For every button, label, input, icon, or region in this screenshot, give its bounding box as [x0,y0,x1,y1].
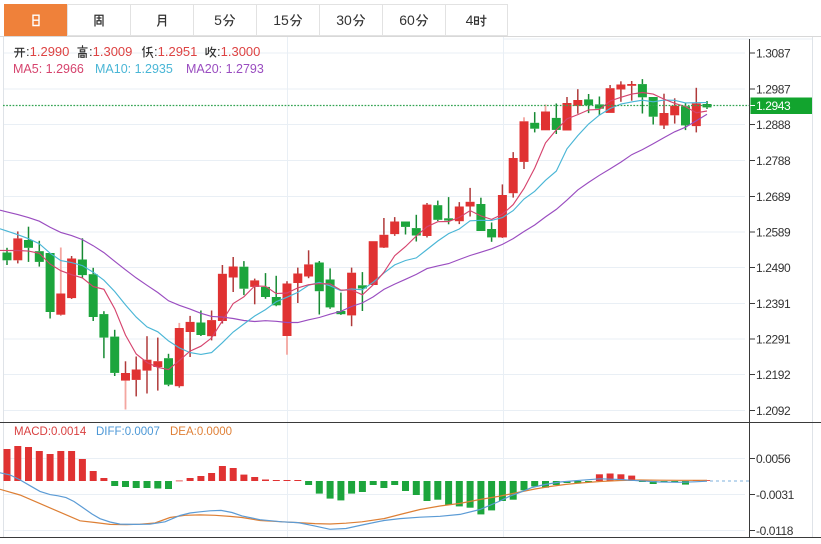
svg-text:-0.0031: -0.0031 [756,488,795,502]
svg-text:1.2788: 1.2788 [756,154,791,168]
svg-text:1.2987: 1.2987 [756,83,791,97]
svg-text:1.2192: 1.2192 [756,368,791,382]
svg-text:0.0056: 0.0056 [756,452,791,466]
svg-text:1.2888: 1.2888 [756,118,791,132]
svg-text:-0.0118: -0.0118 [756,524,794,538]
svg-text:1.2391: 1.2391 [756,297,791,311]
svg-text:1.2689: 1.2689 [756,190,791,204]
svg-text:1.3087: 1.3087 [756,47,791,61]
svg-text:1.2943: 1.2943 [756,99,791,113]
svg-text:1.2589: 1.2589 [756,226,791,240]
svg-text:1.2490: 1.2490 [756,261,791,275]
svg-text:1.2291: 1.2291 [756,333,791,347]
svg-text:1.2092: 1.2092 [756,404,791,418]
